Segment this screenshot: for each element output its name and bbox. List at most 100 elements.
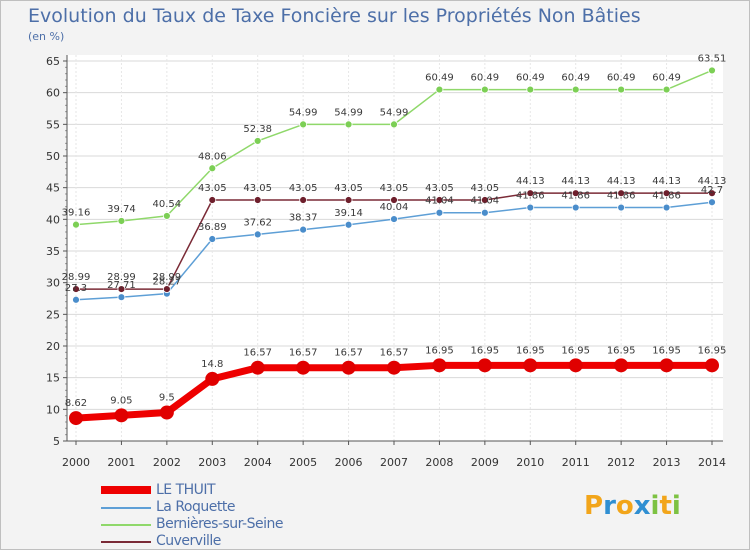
data-label-le-thuit-2005: 16.57 [289,348,318,359]
data-point-bernieres-sur-seine-2001 [117,217,126,225]
legend-label-le-thuit: LE THUIT [156,482,216,498]
data-point-cuverville-2013 [662,189,671,198]
data-label-la-roquette-2000: 27.3 [65,283,87,294]
data-point-cuverville-2010 [526,189,535,198]
logo-letter: t [659,491,672,521]
x-tick-label-2014: 2014 [698,456,726,469]
data-point-cuverville-2006 [344,196,353,204]
data-point-cuverville-2003 [208,196,217,204]
data-point-cuverville-2011 [571,189,580,198]
data-label-le-thuit-2012: 16.95 [607,345,636,356]
y-tick-label-40: 40 [46,213,60,226]
data-point-bernieres-sur-seine-2009 [480,85,489,94]
axis-layer: 5 10 15 20 25 30 35 40 45 50 55 60 65 2000 2001 2002 200… [46,55,726,469]
data-point-cuverville-2009 [480,196,489,204]
plot-background [67,55,723,441]
data-point-le-thuit-2007 [387,360,401,375]
x-tick-label-2001: 2001 [107,456,135,469]
data-point-le-thuit-2004 [250,360,265,375]
legend-label-cuverville: Cuverville [156,533,221,549]
y-tick-label-55: 55 [46,118,60,131]
data-point-le-thuit-2005 [296,360,311,375]
data-point-bernieres-sur-seine-2008 [435,85,444,94]
data-point-le-thuit-2000 [69,411,83,426]
data-label-bernieres-sur-seine-2002: 40.54 [153,199,182,210]
data-label-cuverville-2014: 44.13 [698,176,727,187]
data-label-layer: 39.16 39.74 40.54 48.06 52.38 54.99 54.99 54.99… [62,53,727,409]
data-point-la-roquette-2007 [390,215,398,223]
data-point-bernieres-sur-seine-2000 [72,220,80,229]
legend-swatch-la-roquette [101,507,151,509]
logo-letter: i [650,491,660,521]
data-label-bernieres-sur-seine-2000: 39.16 [62,208,91,219]
legend-label-bernieres-sur-seine: Bernières-sur-Seine [156,516,283,532]
data-point-cuverville-2012 [617,189,626,198]
grid-layer [67,55,723,442]
x-tick-label-2009: 2009 [471,456,499,469]
data-label-cuverville-2001: 28.99 [107,272,136,283]
data-point-cuverville-2004 [253,196,262,204]
data-label-cuverville-2010: 44.13 [516,176,545,187]
data-point-cuverville-2000 [72,285,80,293]
data-point-le-thuit-2003 [205,371,220,386]
data-label-bernieres-sur-seine-2012: 60.49 [607,73,636,84]
y-tick-label-45: 45 [46,182,60,195]
data-point-le-thuit-2010 [523,358,538,373]
legend-swatch-bernieres-sur-seine [101,524,151,526]
data-label-le-thuit-2001: 9.05 [110,395,132,406]
data-point-le-thuit-2002 [159,405,174,420]
data-point-la-roquette-2006 [344,220,353,229]
data-point-la-roquette-2010 [526,203,535,212]
y-tick-label-5: 5 [53,435,60,448]
x-tick-label-2005: 2005 [289,456,317,469]
x-tick-label-2012: 2012 [607,456,635,469]
data-point-cuverville-2005 [299,196,308,204]
data-label-bernieres-sur-seine-2013: 60.49 [652,73,681,84]
data-label-bernieres-sur-seine-2001: 39.74 [107,204,136,215]
x-tick-label-2008: 2008 [425,456,453,469]
data-label-le-thuit-2013: 16.95 [652,345,681,356]
data-label-cuverville-2007: 43.05 [380,183,409,194]
data-label-cuverville-2005: 43.05 [289,183,318,194]
data-point-bernieres-sur-seine-2007 [390,120,398,129]
data-label-bernieres-sur-seine-2004: 52.38 [243,124,272,135]
data-point-cuverville-2007 [390,196,398,204]
data-label-la-roquette-2009: 41.04 [471,196,500,207]
data-label-cuverville-2012: 44.13 [607,176,636,187]
data-point-le-thuit-2011 [568,358,583,373]
chart-title: Evolution du Taux de Taxe Foncière sur l… [28,5,641,27]
data-point-la-roquette-2012 [617,203,626,212]
y-tick-label-35: 35 [46,245,60,258]
data-point-la-roquette-2014 [708,198,716,207]
data-label-le-thuit-2002: 9.5 [159,393,175,404]
y-tick-label-20: 20 [46,340,60,353]
y-tick-label-15: 15 [46,372,60,385]
data-point-bernieres-sur-seine-2011 [571,85,580,94]
data-label-la-roquette-2014: 42.7 [701,185,723,196]
data-label-la-roquette-2003: 36.89 [198,222,227,233]
data-label-bernieres-sur-seine-2006: 54.99 [334,107,363,118]
x-tick-label-2010: 2010 [516,456,544,469]
data-label-cuverville-2002: 28.99 [153,272,182,283]
data-label-le-thuit-2011: 16.95 [561,345,590,356]
data-label-cuverville-2003: 43.05 [198,183,227,194]
data-point-bernieres-sur-seine-2003 [208,164,217,173]
data-label-la-roquette-2013: 41.86 [652,191,681,202]
data-label-cuverville-2013: 44.13 [652,176,681,187]
data-label-bernieres-sur-seine-2014: 63.51 [698,53,727,64]
x-tick-label-2000: 2000 [62,456,90,469]
data-label-la-roquette-2004: 37.62 [243,217,272,228]
data-label-la-roquette-2010: 41.86 [516,191,545,202]
data-point-bernieres-sur-seine-2002 [162,212,171,220]
x-tick-label-2002: 2002 [153,456,181,469]
data-point-bernieres-sur-seine-2010 [526,85,535,94]
data-point-la-roquette-2003 [208,235,217,243]
data-point-bernieres-sur-seine-2004 [253,137,262,145]
data-point-bernieres-sur-seine-2012 [617,85,626,94]
data-point-le-thuit-2014 [705,358,719,373]
data-point-cuverville-2002 [162,285,171,293]
data-point-la-roquette-2004 [253,230,262,239]
data-label-bernieres-sur-seine-2003: 48.06 [198,151,227,162]
